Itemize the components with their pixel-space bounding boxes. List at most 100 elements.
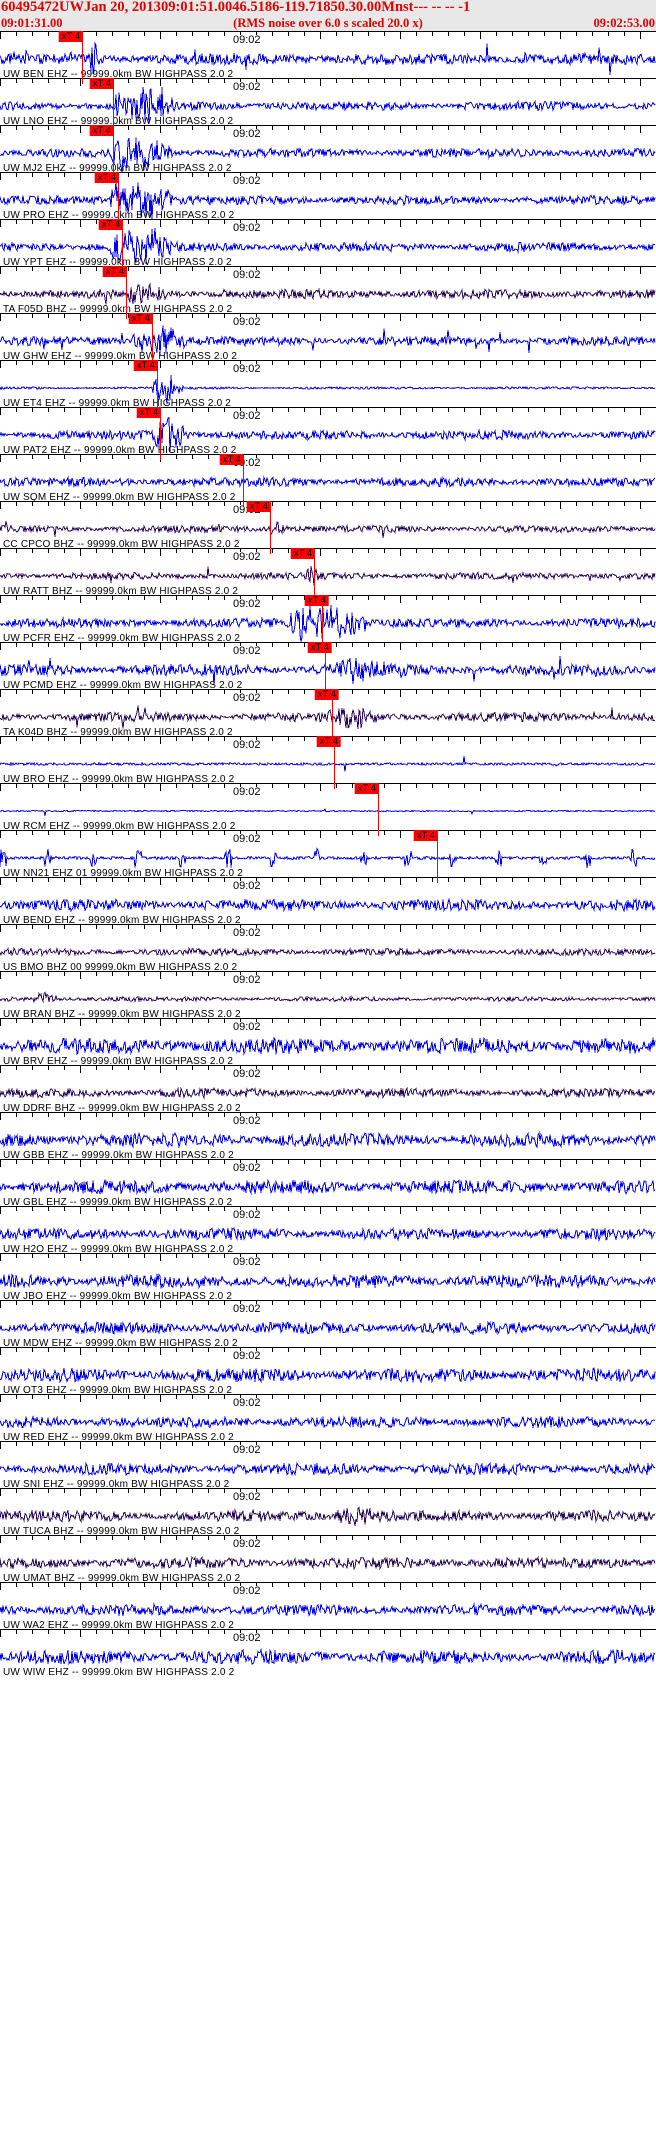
gain-tag[interactable]: xT 4 <box>246 501 271 512</box>
trace-row[interactable]: 09:02 UW OT3 EHZ -- 99999.0km BW HIGHPASS… <box>0 1347 656 1395</box>
pick-marker-line[interactable] <box>122 219 123 272</box>
pick-marker-line[interactable] <box>314 548 315 601</box>
gain-tag[interactable]: xT 4 <box>89 78 114 89</box>
trace-row[interactable]: 09:02 TA F05D BHZ -- 99999.0km BW HIGHPAS… <box>0 266 656 314</box>
waveform[interactable] <box>0 932 656 972</box>
pick-marker-line[interactable] <box>118 172 119 225</box>
trace-row[interactable]: 09:02 UW SNI EHZ -- 99999.0km BW HIGHPASS… <box>0 1441 656 1489</box>
waveform[interactable] <box>0 1261 656 1301</box>
waveform[interactable] <box>0 979 656 1019</box>
gain-tag[interactable]: xT 4 <box>94 172 119 183</box>
pick-marker-line[interactable] <box>82 31 83 84</box>
waveform[interactable] <box>0 368 656 408</box>
gain-tag[interactable]: xT 4 <box>314 689 339 700</box>
gain-tag[interactable]: xT 4 <box>128 313 153 324</box>
pick-marker-line[interactable] <box>157 360 158 413</box>
gain-tag[interactable]: xT 4 <box>354 783 379 794</box>
waveform[interactable] <box>0 509 656 549</box>
gain-tag[interactable]: xT 4 <box>58 31 83 42</box>
waveform[interactable] <box>0 885 656 925</box>
trace-row[interactable]: 09:02 UW BEND EHZ -- 99999.0km BW HIGHPAS… <box>0 877 656 925</box>
pick-marker-line[interactable] <box>322 595 323 648</box>
pick-marker-line[interactable] <box>152 313 153 366</box>
waveform[interactable] <box>0 1308 656 1348</box>
waveform[interactable] <box>0 744 656 784</box>
pick-marker-line[interactable] <box>113 125 114 178</box>
gain-tag[interactable]: xT 4 <box>307 642 332 653</box>
trace-row[interactable]: 09:02 UW RATT BHZ -- 99999.0km BW HIGHPAS… <box>0 548 656 596</box>
waveform[interactable] <box>0 462 656 502</box>
waveform[interactable] <box>0 838 656 878</box>
gain-tag[interactable]: xT 4 <box>413 830 438 841</box>
waveform[interactable] <box>0 180 656 220</box>
trace-row[interactable]: 09:02 UW RCM EHZ -- 99999.0km BW HIGHPASS… <box>0 783 656 831</box>
pick-marker-line[interactable] <box>160 407 161 460</box>
trace-row[interactable]: 09:02 UW NN21 EHZ 01 99999.0km BW HIGHPAS… <box>0 830 656 878</box>
waveform[interactable] <box>0 1496 656 1536</box>
trace-row[interactable]: 09:02 UW BRV EHZ -- 99999.0km BW HIGHPASS… <box>0 1018 656 1066</box>
waveform[interactable] <box>0 321 656 361</box>
waveform[interactable] <box>0 1355 656 1395</box>
waveform[interactable] <box>0 697 656 737</box>
trace-row[interactable]: 09:02 UW GBB EHZ -- 99999.0km BW HIGHPASS… <box>0 1112 656 1160</box>
waveform[interactable] <box>0 1026 656 1066</box>
pick-marker-line[interactable] <box>270 501 271 554</box>
trace-row[interactable]: 09:02 UW PAT2 EHZ -- 99999.0km BW HIGHPAS… <box>0 407 656 455</box>
trace-row[interactable]: 09:02 UW TUCA BHZ -- 99999.0km BW HIGHPAS… <box>0 1488 656 1536</box>
waveform[interactable] <box>0 227 656 267</box>
waveform[interactable] <box>0 603 656 643</box>
pick-marker-line[interactable] <box>378 783 379 836</box>
trace-row[interactable]: 09:02 UW H2O EHZ -- 99999.0km BW HIGHPASS… <box>0 1206 656 1254</box>
gain-tag[interactable]: xT 4 <box>136 407 161 418</box>
gain-tag[interactable]: xT 4 <box>290 548 315 559</box>
gain-tag[interactable]: xT 4 <box>98 219 123 230</box>
waveform[interactable] <box>0 1543 656 1583</box>
gain-tag[interactable]: xT 4 <box>304 595 329 606</box>
pick-marker-line[interactable] <box>243 454 244 507</box>
trace-row[interactable]: 09:02 UW WA2 EHZ -- 99999.0km BW HIGHPASS… <box>0 1582 656 1630</box>
gain-tag[interactable]: xT 4 <box>133 360 158 371</box>
trace-row[interactable]: 09:02 UW BRO EHZ -- 99999.0km BW HIGHPASS… <box>0 736 656 784</box>
pick-marker-line[interactable] <box>325 642 326 695</box>
pick-marker-line[interactable] <box>334 736 335 789</box>
trace-row[interactable]: 09:02 UW WIW EHZ -- 99999.0km BW HIGHPASS… <box>0 1629 656 1677</box>
trace-row[interactable]: 09:02 UW BEN EHZ -- 99999.0km BW HIGHPASS… <box>0 31 656 79</box>
trace-row[interactable]: 09:02 UW GHW EHZ -- 99999.0km BW HIGHPASS… <box>0 313 656 361</box>
pick-marker-line[interactable] <box>126 266 127 319</box>
waveform[interactable] <box>0 86 656 126</box>
waveform[interactable] <box>0 556 656 596</box>
trace-row[interactable]: 09:02 UW SQM EHZ -- 99999.0km BW HIGHPASS… <box>0 454 656 502</box>
gain-tag[interactable]: xT 4 <box>102 266 127 277</box>
trace-stack[interactable]: 09:02 UW BEN EHZ -- 99999.0km BW HIGHPASS… <box>0 31 656 2138</box>
waveform[interactable] <box>0 1214 656 1254</box>
gain-tag[interactable]: xT 4 <box>89 125 114 136</box>
waveform[interactable] <box>0 133 656 173</box>
pick-marker-line[interactable] <box>113 78 114 131</box>
waveform[interactable] <box>0 650 656 690</box>
waveform[interactable] <box>0 1590 656 1630</box>
trace-row[interactable]: 09:02 UW UMAT BHZ -- 99999.0km BW HIGHPAS… <box>0 1535 656 1583</box>
waveform[interactable] <box>0 791 656 831</box>
trace-row[interactable]: 09:02 UW GBL EHZ -- 99999.0km BW HIGHPASS… <box>0 1159 656 1207</box>
waveform[interactable] <box>0 1073 656 1113</box>
waveform[interactable] <box>0 39 656 79</box>
waveform[interactable] <box>0 1637 656 1677</box>
pick-marker-line[interactable] <box>332 689 333 742</box>
waveform[interactable] <box>0 1120 656 1160</box>
trace-row[interactable]: 09:02 US BMO BHZ 00 99999.0km BW HIGHPASS… <box>0 924 656 972</box>
trace-row[interactable]: 09:02 UW MDW EHZ -- 99999.0km BW HIGHPASS… <box>0 1300 656 1348</box>
trace-row[interactable]: 09:02 UW DDRF BHZ -- 99999.0km BW HIGHPAS… <box>0 1065 656 1113</box>
trace-row[interactable]: 09:02 UW ET4 EHZ -- 99999.0km BW HIGHPASS… <box>0 360 656 408</box>
waveform[interactable] <box>0 274 656 314</box>
waveform[interactable] <box>0 415 656 455</box>
waveform[interactable] <box>0 1449 656 1489</box>
trace-row[interactable]: 09:02 UW JBO EHZ -- 99999.0km BW HIGHPASS… <box>0 1253 656 1301</box>
pick-marker-line[interactable] <box>437 830 438 883</box>
gain-tag[interactable]: xT 4 <box>316 736 341 747</box>
gain-tag[interactable]: xT 4 <box>219 454 244 465</box>
waveform[interactable] <box>0 1167 656 1207</box>
trace-row[interactable]: 09:02 UW RED EHZ -- 99999.0km BW HIGHPASS… <box>0 1394 656 1442</box>
waveform[interactable] <box>0 1402 656 1442</box>
trace-row[interactable]: 09:02 UW BRAN BHZ -- 99999.0km BW HIGHPAS… <box>0 971 656 1019</box>
